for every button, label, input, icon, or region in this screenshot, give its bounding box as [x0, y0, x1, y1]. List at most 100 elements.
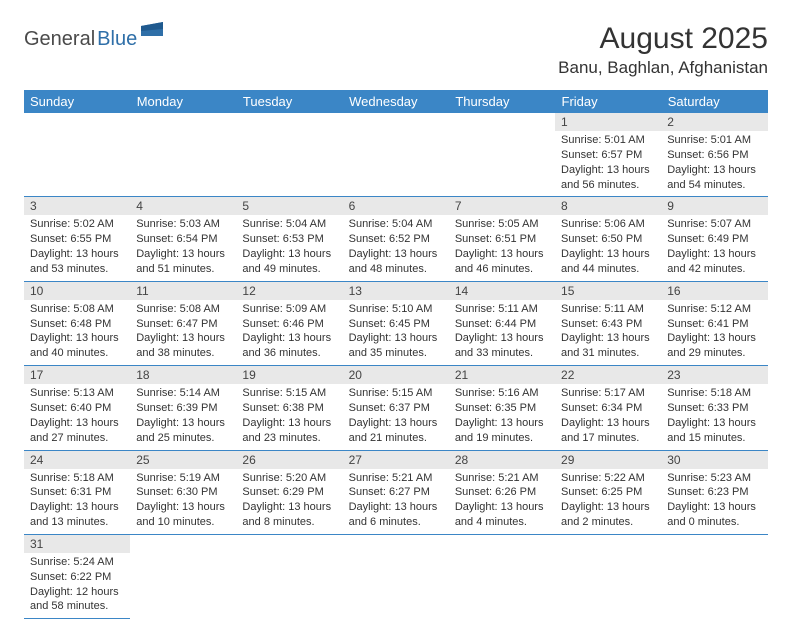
day-data-line: Daylight: 13 hours [667, 247, 761, 262]
day-data-line: and 29 minutes. [667, 346, 761, 361]
day-data: Sunrise: 5:07 AMSunset: 6:49 PMDaylight:… [661, 215, 767, 280]
day-number: 14 [449, 282, 555, 300]
day-number: 30 [661, 451, 767, 469]
day-data-line: Sunset: 6:25 PM [561, 485, 655, 500]
day-data-line: Sunset: 6:48 PM [30, 317, 124, 332]
day-data-line: and 13 minutes. [30, 515, 124, 530]
calendar-cell: 8Sunrise: 5:06 AMSunset: 6:50 PMDaylight… [555, 197, 661, 281]
day-data-line: Daylight: 13 hours [349, 331, 443, 346]
day-data-line: Sunset: 6:39 PM [136, 401, 230, 416]
day-data: Sunrise: 5:15 AMSunset: 6:37 PMDaylight:… [343, 384, 449, 449]
day-data-line: Sunrise: 5:20 AM [242, 471, 336, 486]
calendar-cell: 11Sunrise: 5:08 AMSunset: 6:47 PMDayligh… [130, 281, 236, 365]
day-data: Sunrise: 5:01 AMSunset: 6:57 PMDaylight:… [555, 131, 661, 196]
calendar-row: 17Sunrise: 5:13 AMSunset: 6:40 PMDayligh… [24, 366, 768, 450]
day-data: Sunrise: 5:19 AMSunset: 6:30 PMDaylight:… [130, 469, 236, 534]
weekday-header: Saturday [661, 90, 767, 113]
calendar-cell: 30Sunrise: 5:23 AMSunset: 6:23 PMDayligh… [661, 450, 767, 534]
day-number: 19 [236, 366, 342, 384]
location-text: Banu, Baghlan, Afghanistan [558, 58, 768, 78]
day-data: Sunrise: 5:13 AMSunset: 6:40 PMDaylight:… [24, 384, 130, 449]
day-data: Sunrise: 5:14 AMSunset: 6:39 PMDaylight:… [130, 384, 236, 449]
weekday-header: Tuesday [236, 90, 342, 113]
day-data-line: Daylight: 13 hours [136, 331, 230, 346]
day-number: 12 [236, 282, 342, 300]
day-data: Sunrise: 5:05 AMSunset: 6:51 PMDaylight:… [449, 215, 555, 280]
day-data-line: Sunrise: 5:22 AM [561, 471, 655, 486]
day-data-line: Daylight: 13 hours [561, 331, 655, 346]
day-data-line: Daylight: 13 hours [667, 416, 761, 431]
calendar-cell: 21Sunrise: 5:16 AMSunset: 6:35 PMDayligh… [449, 366, 555, 450]
day-number: 15 [555, 282, 661, 300]
day-data-line: and 15 minutes. [667, 431, 761, 446]
day-number: 6 [343, 197, 449, 215]
day-data: Sunrise: 5:10 AMSunset: 6:45 PMDaylight:… [343, 300, 449, 365]
day-number: 29 [555, 451, 661, 469]
day-data-line: and 36 minutes. [242, 346, 336, 361]
calendar-row: 24Sunrise: 5:18 AMSunset: 6:31 PMDayligh… [24, 450, 768, 534]
day-data-line: Sunset: 6:49 PM [667, 232, 761, 247]
calendar-cell-empty [343, 534, 449, 618]
calendar-cell-empty [130, 113, 236, 197]
day-data-line: and 0 minutes. [667, 515, 761, 530]
day-data-line: Daylight: 13 hours [561, 163, 655, 178]
day-data: Sunrise: 5:11 AMSunset: 6:44 PMDaylight:… [449, 300, 555, 365]
day-data-line: Sunset: 6:31 PM [30, 485, 124, 500]
day-data-line: Sunrise: 5:23 AM [667, 471, 761, 486]
calendar-cell: 26Sunrise: 5:20 AMSunset: 6:29 PMDayligh… [236, 450, 342, 534]
day-data-line: Daylight: 13 hours [561, 416, 655, 431]
day-data-line: Sunrise: 5:03 AM [136, 217, 230, 232]
day-data-line: Sunrise: 5:18 AM [30, 471, 124, 486]
day-data-line: and 17 minutes. [561, 431, 655, 446]
calendar-cell: 2Sunrise: 5:01 AMSunset: 6:56 PMDaylight… [661, 113, 767, 197]
calendar-body: 1Sunrise: 5:01 AMSunset: 6:57 PMDaylight… [24, 113, 768, 619]
day-data-line: and 38 minutes. [136, 346, 230, 361]
day-data-line: Sunset: 6:35 PM [455, 401, 549, 416]
day-data-line: Daylight: 13 hours [242, 331, 336, 346]
calendar-cell: 28Sunrise: 5:21 AMSunset: 6:26 PMDayligh… [449, 450, 555, 534]
calendar-cell: 13Sunrise: 5:10 AMSunset: 6:45 PMDayligh… [343, 281, 449, 365]
day-data-line: Sunrise: 5:08 AM [136, 302, 230, 317]
day-data: Sunrise: 5:09 AMSunset: 6:46 PMDaylight:… [236, 300, 342, 365]
day-number: 2 [661, 113, 767, 131]
day-number: 16 [661, 282, 767, 300]
day-number: 22 [555, 366, 661, 384]
day-data-line: Sunrise: 5:11 AM [561, 302, 655, 317]
day-data-line: Daylight: 13 hours [136, 500, 230, 515]
calendar-cell-empty [24, 113, 130, 197]
day-data: Sunrise: 5:22 AMSunset: 6:25 PMDaylight:… [555, 469, 661, 534]
day-data-line: Daylight: 13 hours [349, 416, 443, 431]
calendar-cell: 14Sunrise: 5:11 AMSunset: 6:44 PMDayligh… [449, 281, 555, 365]
calendar-cell: 4Sunrise: 5:03 AMSunset: 6:54 PMDaylight… [130, 197, 236, 281]
day-data: Sunrise: 5:06 AMSunset: 6:50 PMDaylight:… [555, 215, 661, 280]
calendar-cell: 16Sunrise: 5:12 AMSunset: 6:41 PMDayligh… [661, 281, 767, 365]
day-data-line: Daylight: 13 hours [455, 331, 549, 346]
day-number: 20 [343, 366, 449, 384]
calendar-cell: 23Sunrise: 5:18 AMSunset: 6:33 PMDayligh… [661, 366, 767, 450]
day-data: Sunrise: 5:18 AMSunset: 6:33 PMDaylight:… [661, 384, 767, 449]
logo: GeneralBlue [24, 22, 167, 51]
day-data-line: Daylight: 13 hours [242, 247, 336, 262]
day-data: Sunrise: 5:04 AMSunset: 6:53 PMDaylight:… [236, 215, 342, 280]
calendar-cell: 3Sunrise: 5:02 AMSunset: 6:55 PMDaylight… [24, 197, 130, 281]
day-data-line: Sunrise: 5:16 AM [455, 386, 549, 401]
day-data-line: Sunrise: 5:08 AM [30, 302, 124, 317]
day-number: 31 [24, 535, 130, 553]
day-data: Sunrise: 5:01 AMSunset: 6:56 PMDaylight:… [661, 131, 767, 196]
day-data: Sunrise: 5:04 AMSunset: 6:52 PMDaylight:… [343, 215, 449, 280]
day-number: 26 [236, 451, 342, 469]
day-data-line: Sunset: 6:22 PM [30, 570, 124, 585]
day-data: Sunrise: 5:08 AMSunset: 6:47 PMDaylight:… [130, 300, 236, 365]
day-data-line: and 19 minutes. [455, 431, 549, 446]
day-data-line: Sunrise: 5:21 AM [455, 471, 549, 486]
calendar-cell-empty [236, 113, 342, 197]
day-data-line: and 44 minutes. [561, 262, 655, 277]
day-data-line: and 53 minutes. [30, 262, 124, 277]
day-number: 7 [449, 197, 555, 215]
day-data-line: Daylight: 13 hours [30, 247, 124, 262]
day-data-line: Daylight: 13 hours [30, 331, 124, 346]
calendar-cell: 5Sunrise: 5:04 AMSunset: 6:53 PMDaylight… [236, 197, 342, 281]
day-number: 9 [661, 197, 767, 215]
day-data: Sunrise: 5:24 AMSunset: 6:22 PMDaylight:… [24, 553, 130, 618]
day-data-line: Sunset: 6:40 PM [30, 401, 124, 416]
